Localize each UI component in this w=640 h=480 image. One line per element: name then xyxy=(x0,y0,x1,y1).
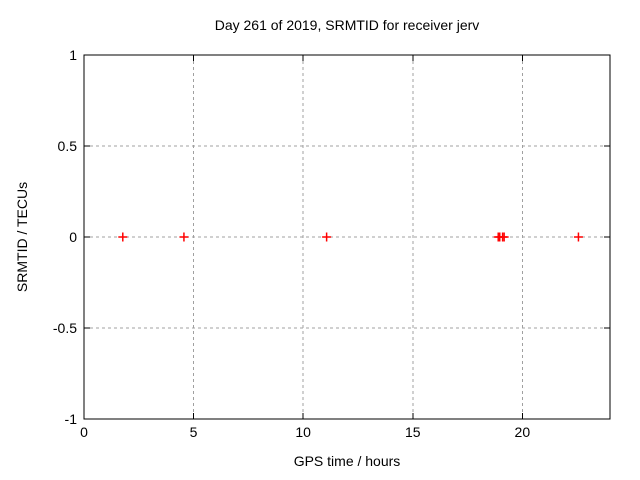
x-tick-label: 5 xyxy=(190,424,198,440)
y-tick-label: -0.5 xyxy=(53,320,77,336)
y-axis-label: SRMTID / TECUs xyxy=(14,182,30,292)
data-point-marker xyxy=(118,232,128,242)
axis-layer: 0 5 10 15 20 -1 -0.5 0 0.5 1 xyxy=(53,47,611,440)
data-point-marker xyxy=(322,232,332,242)
data-point-marker xyxy=(499,232,509,242)
data-point-marker xyxy=(179,232,189,242)
chart-title: Day 261 of 2019, SRMTID for receiver jer… xyxy=(215,17,480,33)
data-point-marker xyxy=(573,232,583,242)
x-tick-label: 0 xyxy=(80,424,88,440)
y-tick-label: 0 xyxy=(69,229,77,245)
y-tick-label: -1 xyxy=(65,411,78,427)
x-tick-label: 10 xyxy=(295,424,311,440)
x-tick-label: 15 xyxy=(405,424,421,440)
x-axis-label: GPS time / hours xyxy=(294,453,401,469)
x-tick-label: 20 xyxy=(515,424,531,440)
y-tick-label: 0.5 xyxy=(58,138,78,154)
y-tick-label: 1 xyxy=(69,47,77,63)
grid-layer xyxy=(84,55,610,419)
data-layer xyxy=(118,232,583,242)
